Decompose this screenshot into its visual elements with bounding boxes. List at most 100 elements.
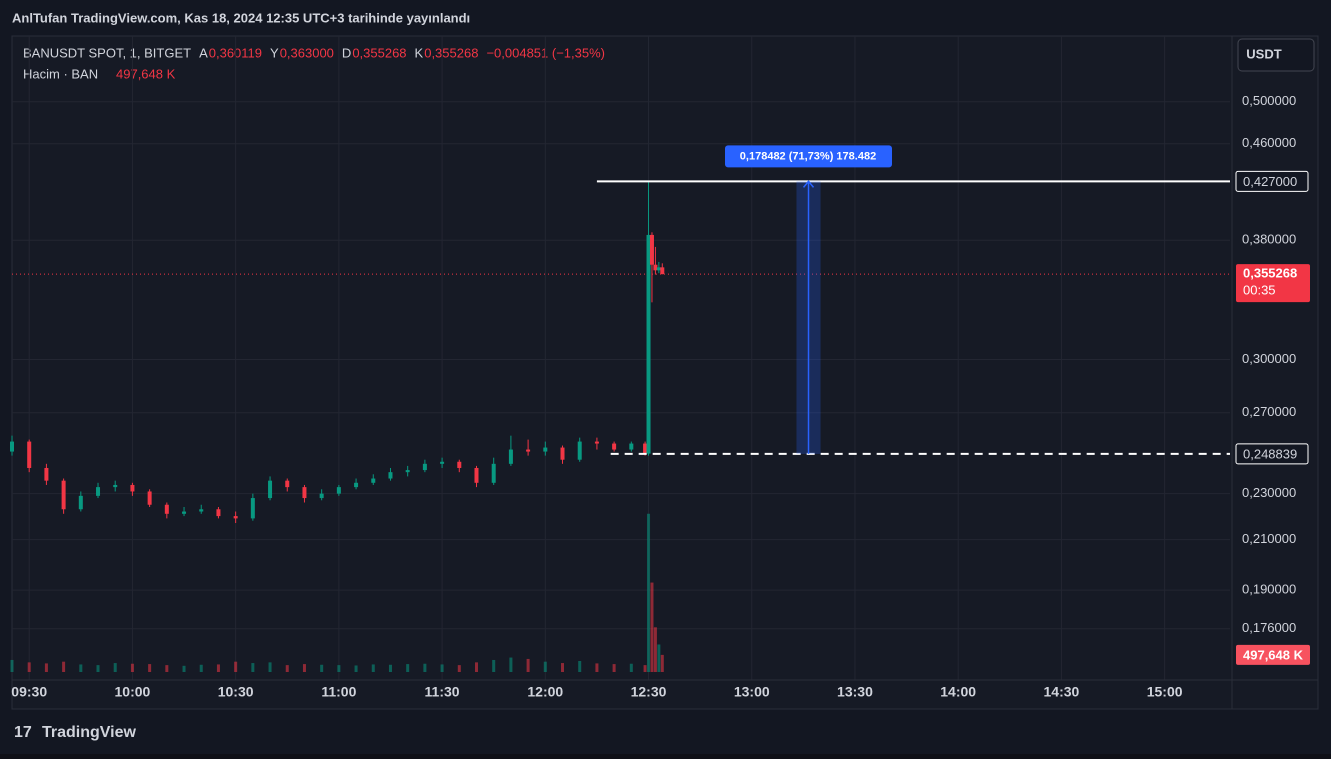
volume-bar (492, 659, 496, 672)
volume-bar (440, 664, 444, 672)
volume-bar (543, 661, 547, 672)
volume-bar (650, 582, 654, 672)
volume-bar (388, 664, 392, 672)
legend-high-key: Y (270, 45, 279, 60)
legend-high: 0,363000 (280, 45, 334, 60)
current-price-label: 0,355268 (1243, 266, 1297, 281)
candle-body (629, 443, 634, 450)
x-tick-label: 09:30 (11, 684, 47, 700)
x-tick-label: 11:00 (321, 684, 356, 700)
x-tick-label: 14:30 (1044, 684, 1080, 700)
y-tick-label: 0,230000 (1242, 485, 1296, 500)
volume-bar (44, 663, 48, 672)
candle-body (61, 480, 66, 510)
legend-low: 0,355268 (352, 45, 406, 60)
volume-bar (657, 644, 661, 672)
legend-close: 0,355268 (424, 45, 478, 60)
candle-body (44, 467, 49, 481)
volume-bar (595, 663, 599, 672)
volume-bar (474, 662, 478, 672)
candle-body (96, 487, 101, 496)
currency-button[interactable] (1237, 38, 1315, 72)
candle-body (653, 264, 658, 271)
current-price-tag (1236, 264, 1310, 303)
volume-bar (199, 664, 203, 672)
x-tick-label: 11:30 (425, 684, 460, 700)
candle-body (543, 447, 548, 452)
footer-logo: TradingView (42, 724, 137, 741)
price-level-label: 0,248839 (1243, 446, 1297, 461)
candle-body (508, 449, 513, 464)
y-tick-label: 0,270000 (1242, 404, 1296, 419)
candle-body (405, 470, 410, 473)
y-tick-label: 0,300000 (1242, 351, 1296, 366)
volume-bar (79, 664, 83, 672)
candle-body (336, 487, 341, 494)
candle-body (594, 441, 599, 444)
candle-body (233, 516, 238, 519)
candle-body (250, 498, 255, 519)
countdown-label: 00:35 (1243, 283, 1276, 298)
volume-bar (337, 665, 341, 672)
x-tick-label: 15:00 (1147, 684, 1183, 700)
volume-bar (182, 665, 186, 672)
legend-close-key: K (415, 45, 424, 60)
candle-body (302, 487, 307, 499)
candle-body (388, 472, 393, 479)
candle-body (649, 234, 654, 265)
y-tick-label: 0,210000 (1242, 531, 1296, 546)
candle-body (199, 509, 204, 512)
volume-bar (148, 664, 152, 672)
price-level-tag (1235, 443, 1309, 465)
price-level-tag (1235, 170, 1309, 192)
candle-body (440, 461, 445, 464)
legend-symbol: BANUSDT SPOT, 1, BITGET (23, 45, 191, 60)
candle-body (164, 504, 169, 514)
volume-bar (629, 663, 633, 672)
candle-body (656, 267, 661, 271)
volume-bar (526, 658, 530, 672)
candle-body (577, 441, 582, 460)
logo-mark: 17 (14, 724, 32, 741)
candle-body (285, 480, 290, 488)
candle-body (354, 482, 359, 488)
candle-body (10, 441, 14, 452)
candle-body (147, 491, 152, 505)
volume-bar (612, 664, 616, 672)
volume-bar (647, 513, 651, 672)
candle-body (474, 467, 479, 483)
x-tick-label: 10:00 (115, 684, 151, 700)
legend: BANUSDT SPOT, 1, BITGET A 0,360119 Y 0,36300… (23, 45, 605, 81)
volume-bar (406, 664, 410, 672)
y-tick-label: 0,500000 (1242, 93, 1296, 108)
candle-body (27, 441, 32, 468)
candle-body (660, 267, 665, 275)
volume-bar (354, 665, 358, 672)
x-tick-label: 13:30 (837, 684, 873, 700)
y-tick-label: 0,380000 (1242, 232, 1296, 247)
volume-bar (27, 662, 31, 672)
pane (11, 35, 1319, 710)
y-tick-label: 0,176000 (1242, 620, 1296, 635)
candle-body (319, 493, 324, 499)
y-tick-label: 0,190000 (1242, 582, 1296, 597)
volume-bar (320, 664, 324, 672)
volume-bar (660, 654, 664, 672)
legend-volume: 497,648 K (116, 66, 176, 81)
candle-body (182, 511, 187, 514)
volume-bar (165, 665, 169, 672)
volume-bar (643, 665, 647, 672)
volume-bar (96, 665, 100, 672)
legend-low-key: D (342, 45, 351, 60)
legend-volume-title: Hacim · BAN (23, 66, 98, 81)
volume-bar (251, 663, 255, 672)
volume-bar (234, 661, 238, 672)
candle-body (78, 495, 83, 510)
measure-label: 0,178482 (71,73%) 178.482 (740, 150, 876, 162)
x-tick-label: 12:30 (631, 684, 667, 700)
measure-arrow-head (802, 180, 815, 188)
volume-bar (285, 665, 289, 672)
currency-label[interactable]: USDT (1246, 46, 1281, 61)
volume-bar (216, 664, 220, 672)
